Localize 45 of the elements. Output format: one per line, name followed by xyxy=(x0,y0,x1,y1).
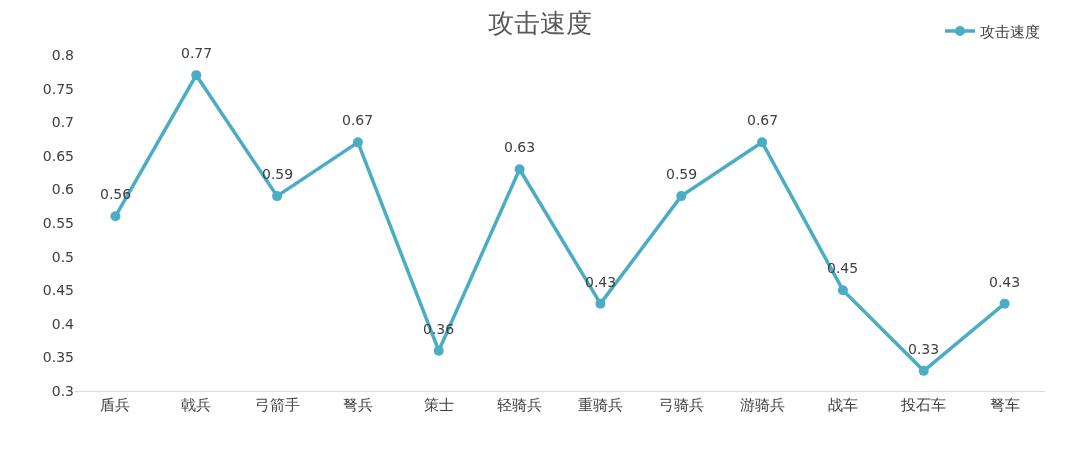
point xyxy=(999,298,1010,309)
y-tick-label: 0.55 xyxy=(42,214,74,231)
x-tick-label: 弓骑兵 xyxy=(658,396,704,414)
point xyxy=(595,298,606,309)
x-tick-label: 弓箭手 xyxy=(254,396,300,414)
x-tick-label: 盾兵 xyxy=(100,396,131,414)
point xyxy=(757,137,768,148)
x-tick-label: 戟兵 xyxy=(181,396,212,414)
x-tick-label: 战车 xyxy=(827,396,858,414)
y-tick-label: 0.75 xyxy=(42,80,74,97)
point xyxy=(191,70,202,81)
data-label: 0.33 xyxy=(908,341,940,357)
point xyxy=(837,285,848,296)
x-tick-label: 策士 xyxy=(423,396,454,414)
y-tick-label: 0.35 xyxy=(42,349,74,366)
point xyxy=(918,365,929,376)
x-tick-label: 投石车 xyxy=(900,396,947,414)
point xyxy=(110,211,121,222)
y-tick-label: 0.6 xyxy=(51,181,75,198)
chart-title: 攻击速度 xyxy=(488,7,592,38)
y-tick-label: 0.8 xyxy=(51,46,74,63)
data-label: 0.43 xyxy=(989,274,1021,290)
y-tick-label: 0.5 xyxy=(51,248,74,265)
x-tick-label: 弩兵 xyxy=(342,396,373,414)
data-label: 0.59 xyxy=(666,166,698,182)
data-label: 0.67 xyxy=(747,112,779,128)
y-tick-label: 0.65 xyxy=(42,147,74,164)
x-tick-label: 重骑兵 xyxy=(577,396,623,414)
data-label: 0.59 xyxy=(262,166,294,182)
data-label: 0.67 xyxy=(342,112,374,128)
x-tick-label: 弩车 xyxy=(989,396,1020,414)
point xyxy=(514,164,525,175)
x-tick-label: 游骑兵 xyxy=(739,396,785,414)
data-label: 0.77 xyxy=(181,45,213,61)
point xyxy=(352,137,363,148)
y-tick-label: 0.7 xyxy=(51,114,74,131)
point xyxy=(676,191,687,202)
y-tick-label: 0.4 xyxy=(51,315,75,332)
point xyxy=(433,345,444,356)
point xyxy=(272,191,283,202)
y-tick-label: 0.3 xyxy=(51,382,74,399)
y-tick-label: 0.45 xyxy=(42,282,74,299)
legend-label: 攻击速度 xyxy=(980,22,1040,41)
data-label: 0.63 xyxy=(504,139,536,155)
x-tick-label: 轻骑兵 xyxy=(497,396,543,414)
